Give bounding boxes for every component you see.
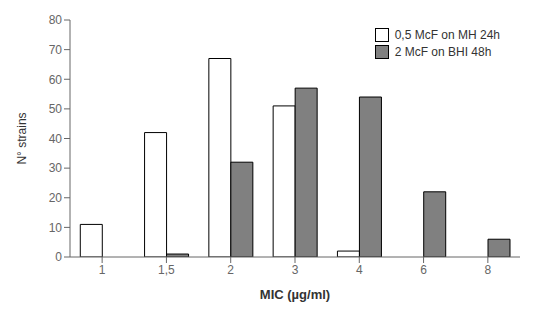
svg-text:30: 30 — [49, 161, 63, 175]
svg-text:MIC (µg/ml): MIC (µg/ml) — [260, 287, 330, 302]
svg-text:N° strains: N° strains — [15, 112, 29, 164]
html-text:0,5 McF on MH 24h: 0,5 McF on MH 24h — [394, 28, 500, 42]
html-text:2 McF on BHI 48h: 2 McF on BHI 48h — [394, 45, 492, 59]
svg-text:6: 6 — [420, 263, 427, 277]
svg-text:20: 20 — [49, 191, 63, 205]
svg-text:10: 10 — [49, 221, 63, 235]
svg-text:70: 70 — [49, 43, 63, 57]
svg-text:2: 2 — [227, 263, 234, 277]
svg-text:40: 40 — [49, 132, 63, 146]
svg-text:4: 4 — [356, 263, 363, 277]
svg-text:8: 8 — [485, 263, 492, 277]
svg-text:1: 1 — [99, 263, 106, 277]
svg-text:0: 0 — [55, 250, 62, 264]
svg-text:80: 80 — [49, 13, 63, 27]
svg-text:50: 50 — [49, 102, 63, 116]
svg-text:60: 60 — [49, 73, 63, 87]
svg-text:3: 3 — [292, 263, 299, 277]
svg-text:1,5: 1,5 — [158, 263, 175, 277]
